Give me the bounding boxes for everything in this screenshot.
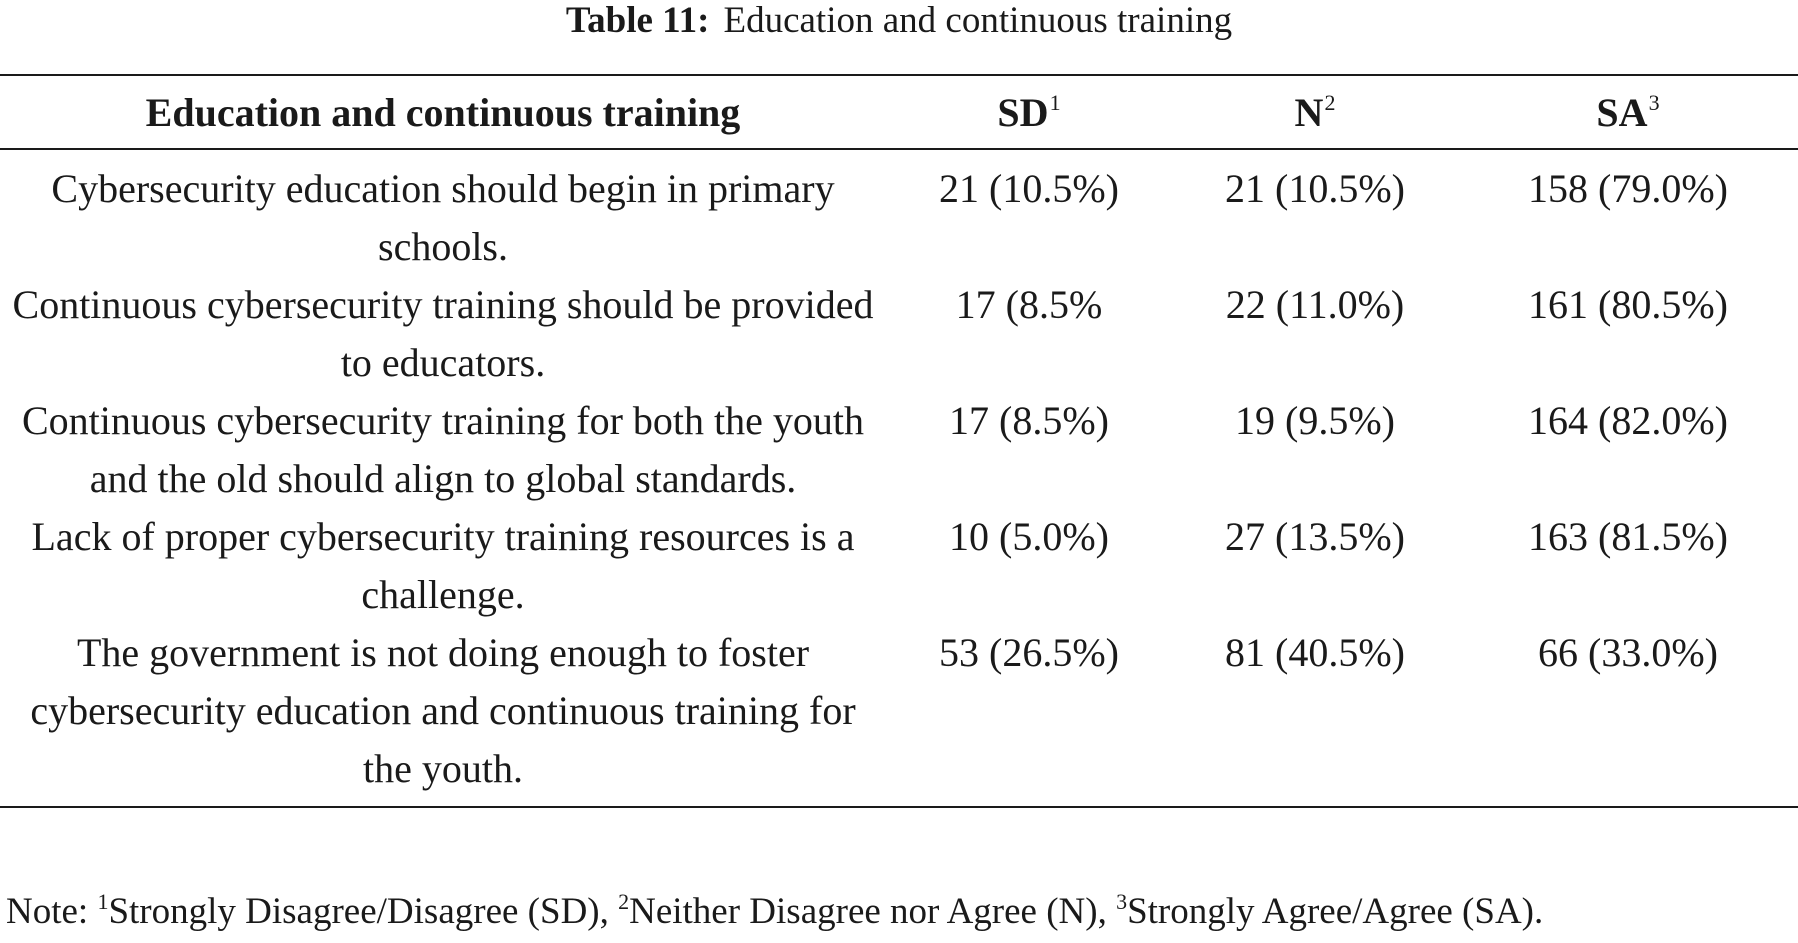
row-sd-value: 17 (8.5% [955, 282, 1103, 327]
row-sa-value: 164 (82.0%) [1528, 398, 1728, 443]
table-caption-title: Education and continuous training [723, 0, 1233, 41]
row-n-value: 21 (10.5%) [1225, 166, 1405, 211]
table-note: Note: 1Strongly Disagree/Disagree (SD), … [6, 890, 1543, 934]
header-sa: SA3 [1596, 89, 1660, 135]
table-row: Continuous cybersecurity training should… [0, 276, 1798, 392]
note-footnote-mark: 3 [1116, 889, 1128, 914]
table-row: The government is not doing enough to fo… [0, 624, 1798, 807]
row-sa-value: 163 (81.5%) [1528, 514, 1728, 559]
note-item-sd: Strongly Disagree/Disagree (SD), [108, 891, 619, 932]
table-row: Continuous cybersecurity training for bo… [0, 392, 1798, 508]
table-header-row: Education and continuous training SD1 N2… [0, 75, 1798, 149]
row-sd-value: 21 (10.5%) [939, 166, 1119, 211]
row-sa-value: 161 (80.5%) [1528, 282, 1728, 327]
header-sd-footnote-mark: 1 [1049, 89, 1061, 115]
education-training-table: Education and continuous training SD1 N2… [0, 74, 1798, 808]
header-n: N2 [1294, 89, 1336, 135]
header-n-footnote-mark: 2 [1324, 89, 1336, 115]
header-sd: SD1 [997, 89, 1061, 135]
header-sa-footnote-mark: 3 [1648, 89, 1660, 115]
row-sd-value: 10 (5.0%) [949, 514, 1109, 559]
row-statement: Lack of proper cybersecurity training re… [31, 514, 855, 617]
table-row: Lack of proper cybersecurity training re… [0, 508, 1798, 624]
note-footnote-mark: 2 [618, 889, 630, 914]
row-statement: The government is not doing enough to fo… [30, 630, 856, 791]
row-n-value: 22 (11.0%) [1225, 282, 1405, 327]
row-statement: Cybersecurity education should begin in … [51, 166, 835, 269]
row-sa-value: 66 (33.0%) [1538, 630, 1718, 675]
row-sd-value: 17 (8.5%) [949, 398, 1109, 443]
note-footnote-mark: 1 [97, 889, 109, 914]
row-n-value: 81 (40.5%) [1225, 630, 1405, 675]
note-item-sa: Strongly Agree/Agree (SA). [1127, 891, 1544, 932]
row-statement: Continuous cybersecurity training for bo… [21, 398, 865, 501]
row-sd-value: 53 (26.5%) [939, 630, 1119, 675]
row-n-value: 19 (9.5%) [1235, 398, 1395, 443]
table-caption-label: Table 11: [565, 0, 710, 41]
header-statement: Education and continuous training [145, 89, 741, 135]
row-statement: Continuous cybersecurity training should… [12, 282, 874, 385]
note-prefix: Note: [6, 891, 98, 932]
note-item-n: Neither Disagree nor Agree (N), [629, 891, 1117, 932]
row-n-value: 27 (13.5%) [1225, 514, 1405, 559]
row-sa-value: 158 (79.0%) [1528, 166, 1728, 211]
table-row: Cybersecurity education should begin in … [0, 149, 1798, 276]
table-caption: Table 11: Education and continuous traini… [0, 0, 1798, 42]
